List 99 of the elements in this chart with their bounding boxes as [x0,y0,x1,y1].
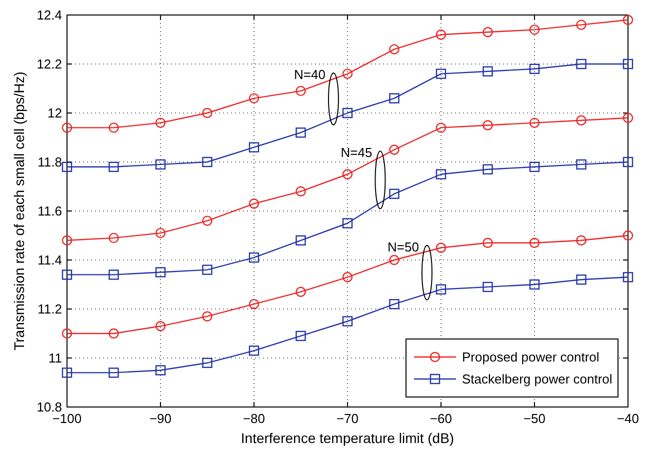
point [296,235,306,246]
point [389,44,400,54]
point [482,27,493,38]
point [482,66,493,76]
point [155,267,166,278]
point [62,235,72,246]
point [436,242,446,253]
annotation: N=40 [294,66,326,82]
point [62,122,72,133]
point [436,284,446,294]
point [342,218,353,228]
point [202,264,212,275]
point [529,118,540,128]
point [576,274,586,285]
annotation: N=50 [388,239,419,254]
point [342,68,353,79]
y-tick-label: 12.2 [36,56,62,72]
point [155,159,166,170]
point [202,311,212,322]
point [622,14,634,25]
point [62,368,72,378]
point [576,235,586,246]
point [248,93,260,104]
point [108,328,119,339]
point [482,120,493,130]
point [389,254,400,266]
point [622,58,634,70]
point [576,58,586,70]
point [296,186,306,196]
point [529,162,540,172]
point [436,122,446,133]
point [529,64,540,74]
point [108,232,119,244]
point [296,128,306,138]
point [576,20,586,30]
point [108,122,119,133]
point [436,169,446,180]
point [108,368,119,378]
point [202,156,212,168]
x-tick-label: −50 [523,411,546,426]
point [62,328,72,339]
x-tick-label: −80 [242,411,266,426]
point [389,299,400,310]
point [296,286,306,297]
point [248,198,260,209]
point [155,118,166,128]
point [342,316,353,326]
x-tick-label: −60 [430,411,452,426]
point [622,112,634,123]
x-tick-label: −70 [336,411,359,426]
point [248,252,260,263]
point [482,164,493,174]
point [155,365,166,376]
point [202,216,212,226]
point [622,156,634,168]
point [248,346,260,356]
y-tick-label: 11.8 [38,154,62,170]
x-tick-label: −90 [149,411,172,426]
point [482,282,493,292]
x-axis-title: Interference temperature limit (dB) [240,430,454,446]
point [529,238,540,248]
legend-label: Stackelberg power control [462,372,612,386]
point [436,30,446,40]
point [296,330,306,342]
x-tick-label: −40 [616,411,640,426]
y-tick-label: 12 [48,106,62,120]
y-tick-label: 11.4 [38,252,62,268]
point [248,142,260,152]
point [622,272,634,282]
point [62,162,72,172]
y-axis-title: Transmission rate of each small cell (bps/Hz) [11,72,27,350]
point [202,358,212,368]
annotation: N=45 [340,145,372,160]
point [296,86,306,96]
point [342,108,353,118]
y-tick-label: 11.6 [38,204,62,218]
point [576,159,586,170]
point [62,270,72,280]
legend-label: Proposed power control [462,350,600,364]
point [529,24,540,35]
point [155,228,166,238]
y-tick-label: 11 [48,350,62,366]
point [202,108,212,118]
y-tick-label: 11.2 [38,302,62,316]
point [482,238,493,248]
point [108,162,119,172]
point [108,270,119,280]
point [342,169,353,180]
point [389,144,400,155]
point [248,299,260,310]
point [389,188,400,199]
point [389,93,400,104]
point [622,230,634,241]
point [529,279,540,290]
point [436,68,446,79]
point [342,272,353,282]
point [576,115,586,126]
point [155,321,166,332]
y-tick-label: 12.4 [36,8,62,22]
